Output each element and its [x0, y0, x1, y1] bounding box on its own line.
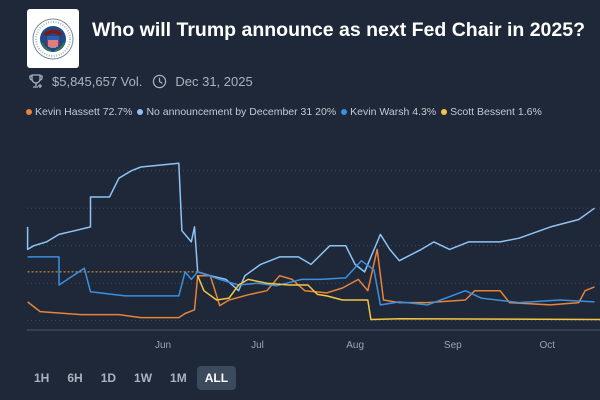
x-tick-label: Sep	[443, 340, 462, 351]
volume: $5,845,657 Vol.	[52, 73, 143, 89]
legend-label: Scott Bessent 1.6%	[450, 106, 542, 118]
series-line-kevin-hassett	[27, 248, 595, 319]
series-line-no-announcement-by-december-31	[26, 162, 595, 292]
range-1h-button[interactable]: 1H	[34, 371, 50, 385]
trophy-icon	[29, 74, 43, 88]
price-chart[interactable]	[0, 140, 600, 335]
legend-dot	[341, 109, 348, 115]
legend-dot	[441, 109, 448, 115]
legend-item: No announcement by December 31 20%	[137, 106, 336, 118]
x-tick-label: Aug	[346, 340, 365, 351]
series-line-scott-bessent	[197, 275, 600, 321]
x-tick-label: Jul	[251, 340, 264, 351]
range-1w-button[interactable]: 1W	[134, 371, 153, 385]
range-all-button[interactable]: ALL	[196, 366, 237, 390]
range-6h-button[interactable]: 6H	[67, 371, 83, 385]
legend-item: Kevin Warsh 4.3%	[341, 106, 436, 118]
chart-legend: Kevin Hassett 72.7% No announcement by D…	[26, 106, 547, 118]
clock-icon	[153, 74, 167, 88]
legend-label: No announcement by December 31 20%	[146, 106, 337, 118]
market-meta: $5,845,657 Vol. Dec 31, 2025	[28, 73, 253, 89]
series-line-kevin-warsh	[27, 256, 595, 306]
page-title: Who will Trump announce as next Fed Chai…	[92, 19, 586, 41]
legend-item: Scott Bessent 1.6%	[441, 106, 542, 118]
end-date: Dec 31, 2025	[175, 73, 253, 89]
fed-seal-icon	[32, 18, 74, 59]
x-tick-label: Oct	[539, 340, 556, 351]
range-1d-button[interactable]: 1D	[100, 371, 117, 385]
legend-dot	[26, 109, 32, 115]
time-range-selector: 1H 6H 1D 1W 1M ALL	[26, 366, 238, 390]
legend-label: Kevin Hassett 72.7%	[35, 106, 133, 118]
legend-dot	[137, 109, 144, 115]
legend-item: Kevin Hassett 72.7%	[26, 106, 132, 118]
x-tick-label: Jun	[154, 340, 172, 351]
range-1m-button[interactable]: 1M	[170, 371, 187, 385]
legend-label: Kevin Warsh 4.3%	[350, 106, 437, 118]
market-logo	[27, 9, 79, 68]
